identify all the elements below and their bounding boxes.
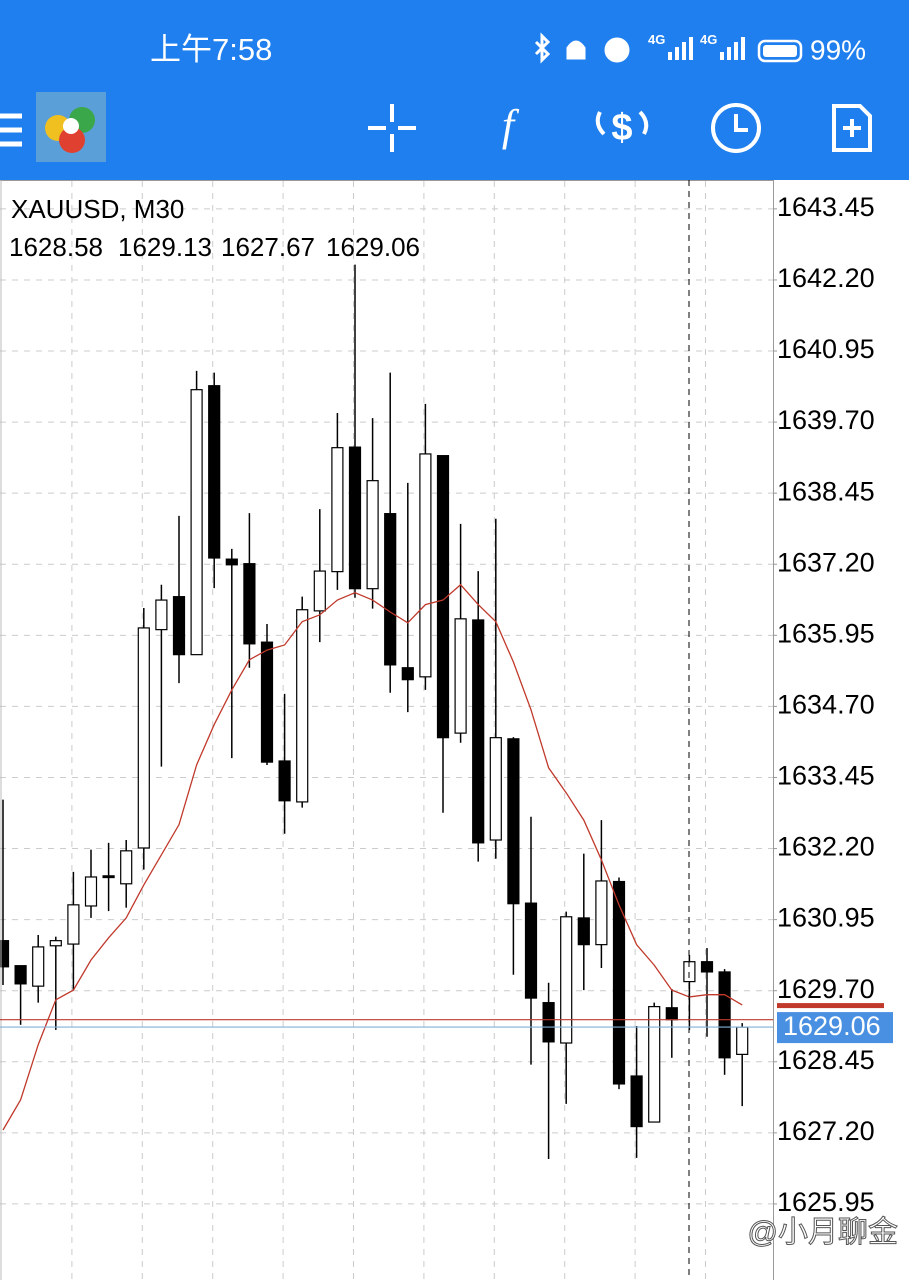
- current-price-label: 1629.06: [783, 1011, 881, 1041]
- candle-body: [577, 917, 590, 946]
- y-tick-label: 1635.95: [777, 618, 875, 648]
- alarm-icon: [604, 37, 630, 63]
- signal-icons: [668, 37, 745, 60]
- y-tick-label: 1629.70: [777, 974, 875, 1004]
- candle-body: [560, 916, 573, 1044]
- candle-body: [67, 904, 80, 945]
- y-tick-label: 1633.45: [777, 761, 875, 791]
- network-label: 4G: [700, 32, 717, 47]
- y-tick-label: 1637.20: [777, 547, 875, 577]
- candle-body: [225, 558, 238, 566]
- candle-body: [507, 738, 520, 905]
- ohlc-value: 1629.13: [118, 232, 212, 262]
- candle-body: [137, 627, 150, 849]
- candle-body: [49, 940, 62, 947]
- chart-title: XAUUSD, M30: [11, 194, 184, 224]
- bell-icon: [566, 40, 586, 60]
- candle-body: [736, 1026, 749, 1055]
- period-button[interactable]: [711, 103, 761, 153]
- candle-body: [32, 946, 45, 987]
- candle-body: [472, 619, 485, 844]
- candle-body: [348, 446, 362, 590]
- candle-body: [595, 880, 608, 946]
- candle-body: [630, 1075, 643, 1128]
- ohlc-value: 1629.06: [326, 232, 420, 262]
- y-tick-label: 1627.20: [777, 1116, 875, 1146]
- y-tick-label: 1632.20: [777, 832, 875, 862]
- candle-body: [648, 1006, 661, 1123]
- candle-body: [524, 902, 538, 999]
- svg-text:$: $: [611, 107, 632, 149]
- price-marker-top: [777, 1003, 884, 1009]
- candle-body: [366, 480, 379, 590]
- moving-average: [2, 583, 743, 1131]
- candle-body: [190, 389, 203, 656]
- battery-level: [763, 45, 797, 57]
- candle-body: [14, 965, 27, 985]
- candle-body: [718, 971, 731, 1059]
- y-tick-label: 1628.45: [777, 1045, 875, 1075]
- candle-body: [102, 875, 115, 879]
- y-tick-label: 1640.95: [777, 334, 875, 364]
- candle-body: [260, 641, 274, 763]
- candle-body: [313, 570, 326, 612]
- candle-body: [419, 453, 432, 678]
- candle-body: [155, 599, 168, 631]
- status-icons: [534, 32, 630, 64]
- candle-body: [665, 1007, 678, 1021]
- ohlc-value: 1627.67: [221, 232, 315, 262]
- candle-body: [172, 596, 186, 656]
- current-price-box: [777, 1012, 893, 1044]
- new-order-button[interactable]: [832, 104, 872, 152]
- status-time: 上午7:58: [150, 32, 272, 67]
- app-header: [0, 0, 909, 180]
- y-tick-label: 1642.20: [777, 263, 875, 293]
- battery-text: 99%: [810, 34, 866, 65]
- y-tick-label: 1639.70: [777, 405, 875, 435]
- candle-body: [542, 1002, 555, 1043]
- candle-body: [208, 385, 221, 559]
- candle-body: [700, 961, 714, 973]
- ohlc-value: 1628.58: [9, 232, 103, 262]
- candle-body: [612, 880, 626, 1085]
- candle-body: [0, 940, 10, 968]
- candle-body: [436, 455, 450, 739]
- y-tick-label: 1638.45: [777, 476, 875, 506]
- candle-body: [454, 618, 467, 734]
- trade-button[interactable]: $: [595, 107, 649, 149]
- candle-body: [489, 737, 502, 841]
- menu-button[interactable]: [0, 113, 22, 147]
- candle-body: [401, 667, 414, 681]
- y-tick-label: 1630.95: [777, 903, 875, 933]
- crosshair-button[interactable]: [368, 104, 416, 152]
- candle-body: [278, 760, 291, 802]
- battery-icon: [757, 39, 803, 63]
- candle-body: [243, 563, 256, 645]
- watermark: @小月聊金: [748, 1216, 898, 1249]
- candle-body: [331, 447, 344, 573]
- candle-body: [296, 609, 309, 803]
- candle-body: [120, 850, 133, 885]
- y-tick-label: 1634.70: [777, 690, 875, 720]
- candle-body: [84, 876, 98, 907]
- bluetooth-icon: [534, 32, 551, 64]
- network-label: 4G: [648, 32, 665, 47]
- y-tick-label: 1643.45: [777, 192, 875, 222]
- y-tick-label: 1625.95: [777, 1187, 875, 1217]
- app-logo[interactable]: [36, 92, 106, 162]
- candle-body: [384, 513, 397, 666]
- chart: [0, 181, 773, 1280]
